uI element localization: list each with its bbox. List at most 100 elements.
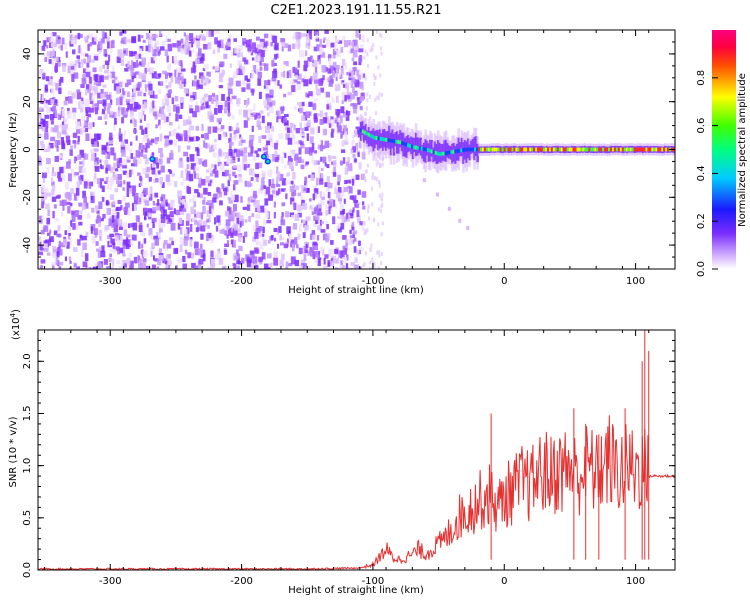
- spectrogram-cell: [203, 44, 208, 50]
- spectrogram-cell: [89, 99, 94, 105]
- spectrogram-cell: [80, 122, 86, 128]
- spectrogram-cell: [145, 157, 149, 161]
- spectrogram-cell: [330, 132, 334, 138]
- spectrogram-cell: [353, 107, 358, 114]
- spectrogram-cell: [76, 91, 82, 100]
- spectrogram-cell: [185, 220, 190, 226]
- spectrogram-cell: [144, 147, 148, 153]
- spectrogram-cell: [204, 133, 209, 140]
- spectrogram-cell: [154, 258, 160, 262]
- spectrogram-cell: [266, 140, 271, 146]
- spectrogram-cell: [212, 66, 217, 70]
- spectrogram-cell: [161, 182, 165, 189]
- spectrogram-cell: [350, 149, 354, 154]
- spectrogram-cell: [185, 213, 191, 222]
- signal-core: [631, 147, 634, 152]
- spectrogram-cell: [126, 157, 131, 163]
- spectrogram-cell: [224, 210, 230, 217]
- signal-core: [399, 140, 402, 145]
- spectrogram-cell: [113, 152, 117, 161]
- spectrogram-cell: [306, 119, 311, 126]
- snr-y-ticks: 0.00.51.01.52.0: [22, 339, 675, 578]
- signal-core: [556, 147, 559, 152]
- spectrogram-cell: [123, 180, 126, 185]
- spectrogram-cell: [271, 126, 275, 132]
- spectrogram-cell: [283, 61, 287, 65]
- spectrogram-cell: [265, 211, 269, 219]
- spectrogram-cell: [129, 149, 133, 154]
- signal-envelope: [470, 140, 473, 154]
- spectrogram-cell: [218, 85, 223, 89]
- spectrogram-cell: [78, 202, 83, 207]
- spectrogram-cell: [154, 139, 158, 145]
- spectrogram-cell: [43, 40, 47, 47]
- spectrogram-cell: [120, 167, 123, 172]
- spectrogram-cell: [216, 215, 221, 223]
- spectrogram-cell: [379, 32, 382, 37]
- spectrogram-cell: [301, 101, 305, 107]
- spectrogram-cell: [163, 209, 167, 217]
- spectrogram-cell: [320, 156, 323, 162]
- spectrogram-cell: [51, 181, 55, 187]
- spectrogram-cell: [281, 178, 286, 186]
- signal-core: [403, 141, 406, 146]
- signal-core: [584, 147, 587, 152]
- signal-core: [578, 147, 581, 152]
- spectrogram-cell: [309, 247, 314, 254]
- spectrogram-cell: [330, 42, 335, 48]
- spectrogram-cell: [86, 213, 91, 219]
- signal-envelope: [474, 136, 478, 157]
- spectrogram-cell: [344, 239, 349, 243]
- spectrogram-cell: [106, 36, 110, 43]
- spectrogram-cell: [284, 153, 287, 159]
- spectrogram-cell: [257, 115, 260, 120]
- snr-y-axis-label: SNR (10 * v/v): [8, 416, 19, 487]
- spectrogram-cell: [212, 152, 217, 158]
- spectrogram-cell: [159, 153, 164, 158]
- spectrogram-cell: [109, 112, 115, 118]
- spectrogram-cell: [119, 31, 123, 36]
- spectrogram-cell: [78, 179, 83, 185]
- spectrogram-cell: [239, 137, 243, 145]
- spectrogram-cell: [357, 215, 361, 224]
- spectrogram-cell: [373, 81, 376, 86]
- spectrogram-cell: [337, 174, 341, 182]
- signal-core: [621, 147, 624, 152]
- spectrogram-cell: [179, 60, 183, 66]
- signal-core: [635, 147, 638, 152]
- spectrogram-cell: [190, 206, 195, 215]
- spectrogram-cell: [304, 267, 309, 269]
- spectrogram-cell: [259, 41, 264, 47]
- spectrogram-cell: [200, 75, 206, 84]
- spectrogram-cell: [348, 68, 352, 73]
- spectrogram-cell: [299, 50, 304, 58]
- spectrogram-cell: [353, 246, 357, 253]
- spectrogram-cell: [246, 204, 251, 211]
- spectrogram-cell: [246, 78, 251, 82]
- spectrogram-cell: [313, 160, 318, 166]
- spectrogram-cell: [337, 40, 343, 44]
- spectrogram-cell: [65, 96, 69, 101]
- spectrogram-cell: [313, 118, 318, 122]
- spectrogram-cell: [189, 223, 193, 232]
- spectrogram-cell: [236, 216, 240, 225]
- spectrogram-cell: [66, 110, 72, 119]
- spectrogram-cell: [54, 109, 57, 118]
- spectrogram-cell: [200, 134, 205, 139]
- spectrogram-cell: [285, 267, 288, 269]
- spectrogram-cell: [166, 157, 171, 164]
- spectrogram-cell: [260, 177, 265, 185]
- spectrogram-cell: [184, 133, 188, 142]
- spectrogram-cell: [154, 220, 158, 225]
- spectrogram-cell: [98, 49, 102, 55]
- spectrogram-cell: [85, 106, 91, 113]
- spectrogram-cell: [187, 135, 191, 143]
- spectrogram-cell: [255, 213, 261, 220]
- spectrogram-cell: [366, 227, 369, 232]
- spectrogram-cell: [146, 123, 150, 130]
- spectrogram-cell: [280, 106, 284, 114]
- spectrogram-cell: [240, 52, 243, 57]
- spectrogram-cell: [149, 234, 153, 240]
- spectrogram-cell: [79, 234, 83, 238]
- spectrogram-cell: [352, 232, 355, 239]
